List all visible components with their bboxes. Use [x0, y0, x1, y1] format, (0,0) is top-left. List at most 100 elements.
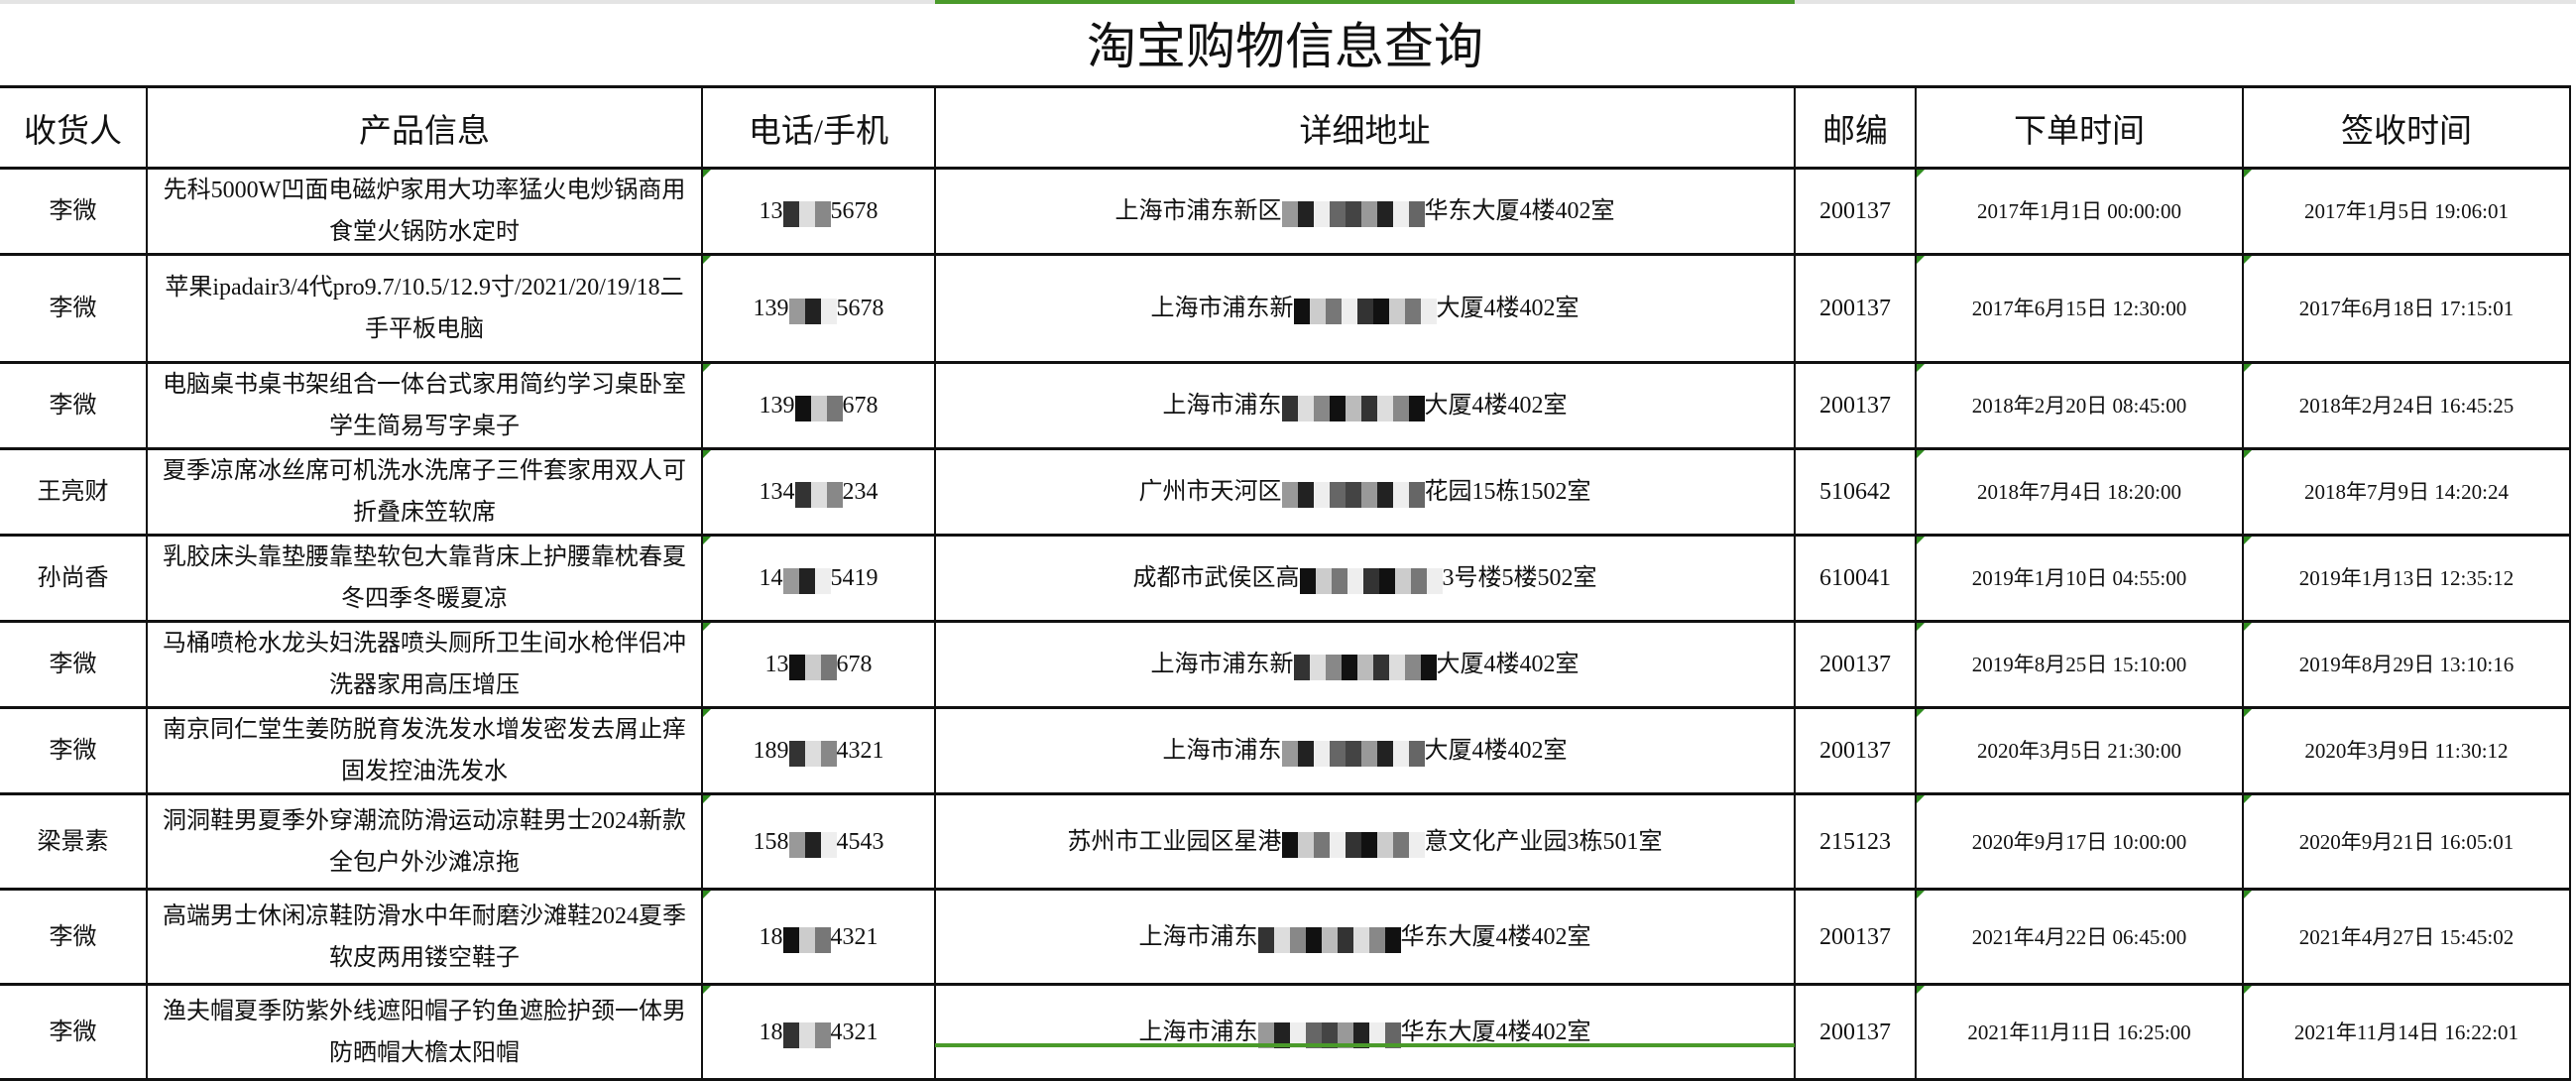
- recipient-cell[interactable]: 李微: [0, 983, 148, 1081]
- recipient-cell[interactable]: 李微: [0, 620, 148, 709]
- zip-cell[interactable]: 200137: [1794, 888, 1917, 986]
- address-prefix: 上海市浦东新区: [1114, 198, 1282, 224]
- product-cell[interactable]: 先科5000W凹面电磁炉家用大功率猛火电炒锅商用食堂火锅防水定时: [146, 167, 703, 256]
- order-time-cell[interactable]: 2020年9月17日 10:00:00: [1915, 792, 2244, 891]
- address-prefix: 上海市浦东新: [1150, 296, 1294, 321]
- product-cell[interactable]: 高端男士休闲凉鞋防滑水中年耐磨沙滩鞋2024夏季软皮两用镂空鞋子: [146, 888, 703, 986]
- sign-time-cell[interactable]: 2018年2月24日 16:45:25: [2242, 361, 2571, 450]
- address-cell[interactable]: 上海市浦东 大厦4楼402室: [934, 361, 1796, 450]
- order-time-cell[interactable]: 2018年2月20日 08:45:00: [1915, 361, 2244, 450]
- order-time-cell[interactable]: 2020年3月5日 21:30:00: [1915, 706, 2244, 795]
- redacted-mosaic: [1281, 480, 1425, 509]
- address-cell[interactable]: 上海市浦东 华东大厦4楼402室: [934, 888, 1796, 986]
- zip-cell[interactable]: 610041: [1794, 534, 1917, 623]
- address-cell[interactable]: 苏州市工业园区星港 意文化产业园3栋501室: [934, 792, 1796, 891]
- zip-cell[interactable]: 200137: [1794, 361, 1917, 450]
- phone-prefix: 18: [759, 923, 783, 950]
- phone-suffix: 678: [836, 652, 873, 677]
- zip-cell[interactable]: 200137: [1794, 253, 1917, 364]
- recipient-cell[interactable]: 李微: [0, 167, 148, 256]
- address-cell[interactable]: 上海市浦东新区 华东大厦4楼402室: [934, 167, 1796, 256]
- product-cell[interactable]: 电脑桌书桌书架组合一体台式家用简约学习桌卧室学生简易写字桌子: [146, 361, 703, 450]
- sign-time-cell[interactable]: 2019年8月29日 13:10:16: [2242, 620, 2571, 709]
- redacted-mosaic: [788, 830, 837, 858]
- zip-cell[interactable]: 200137: [1794, 983, 1917, 1081]
- address-cell[interactable]: 上海市浦东新 大厦4楼402室: [934, 620, 1796, 709]
- recipient-cell[interactable]: 王亮财: [0, 447, 148, 537]
- phone-cell[interactable]: 139 5678: [701, 253, 936, 364]
- zip-cell[interactable]: 200137: [1794, 167, 1917, 256]
- recipient-cell[interactable]: 李微: [0, 361, 148, 450]
- order-time-cell[interactable]: 2019年8月25日 15:10:00: [1915, 620, 2244, 709]
- address-suffix: 意文化产业园3栋501室: [1424, 828, 1663, 855]
- sign-time-cell[interactable]: 2020年3月9日 11:30:12: [2242, 706, 2571, 795]
- header-sign-time[interactable]: 签收时间: [2242, 85, 2571, 170]
- order-time-cell[interactable]: 2021年11月11日 16:25:00: [1915, 983, 2244, 1081]
- zip-cell[interactable]: 215123: [1794, 792, 1917, 891]
- product-cell[interactable]: 乳胶床头靠垫腰靠垫软包大靠背床上护腰靠枕春夏冬四季冬暖夏凉: [146, 534, 703, 623]
- product-cell[interactable]: 南京同仁堂生姜防脱育发洗发水增发密发去屑止痒固发控油洗发水: [146, 706, 703, 795]
- order-time-cell[interactable]: 2021年4月22日 06:45:00: [1915, 888, 2244, 986]
- address-cell[interactable]: 成都市武侯区高 3号楼5楼502室: [934, 534, 1796, 623]
- redacted-mosaic: [788, 297, 837, 325]
- order-time-cell[interactable]: 2017年1月1日 00:00:00: [1915, 167, 2244, 256]
- order-time-cell[interactable]: 2019年1月10日 04:55:00: [1915, 534, 2244, 623]
- sign-time-cell[interactable]: 2017年1月5日 19:06:01: [2242, 167, 2571, 256]
- phone-cell[interactable]: 13 5678: [701, 167, 936, 256]
- redacted-mosaic: [1293, 297, 1437, 325]
- address-cell[interactable]: 上海市浦东 华东大厦4楼402室: [934, 983, 1796, 1081]
- header-product[interactable]: 产品信息: [146, 85, 703, 170]
- phone-prefix: 14: [759, 565, 783, 591]
- phone-prefix: 139: [753, 296, 789, 321]
- product-cell[interactable]: 马桶喷枪水龙头妇洗器喷头厕所卫生间水枪伴侣冲洗器家用高压增压: [146, 620, 703, 709]
- recipient-cell[interactable]: 李微: [0, 253, 148, 364]
- sign-time-cell[interactable]: 2019年1月13日 12:35:12: [2242, 534, 2571, 623]
- sign-time-cell[interactable]: 2021年4月27日 15:45:02: [2242, 888, 2571, 986]
- recipient-cell[interactable]: 李微: [0, 888, 148, 986]
- table-row: 王亮财 夏季凉席冰丝席可机洗水洗席子三件套家用双人可折叠床笠软席 134 234 广州市…: [0, 447, 2571, 537]
- phone-cell[interactable]: 14 5419: [701, 534, 936, 623]
- redacted-mosaic: [782, 925, 831, 953]
- product-cell[interactable]: 渔夫帽夏季防紫外线遮阳帽子钓鱼遮脸护颈一体男防晒帽大檐太阳帽: [146, 983, 703, 1081]
- selected-column-indicator: [935, 0, 1795, 4]
- header-address[interactable]: 详细地址: [934, 85, 1796, 170]
- address-suffix: 华东大厦4楼402室: [1400, 1019, 1591, 1045]
- address-suffix: 3号楼5楼502室: [1442, 565, 1597, 591]
- redacted-mosaic: [1281, 739, 1425, 768]
- sheet-title: 淘宝购物信息查询: [1087, 19, 1483, 74]
- recipient-cell[interactable]: 李微: [0, 706, 148, 795]
- zip-cell[interactable]: 510642: [1794, 447, 1917, 537]
- phone-suffix: 4321: [830, 1019, 878, 1045]
- order-time-cell[interactable]: 2017年6月15日 12:30:00: [1915, 253, 2244, 364]
- table-row: 李微 南京同仁堂生姜防脱育发洗发水增发密发去屑止痒固发控油洗发水 189 4321 上海…: [0, 706, 2571, 795]
- phone-cell[interactable]: 134 234: [701, 447, 936, 537]
- phone-suffix: 678: [842, 393, 878, 419]
- header-order-time[interactable]: 下单时间: [1915, 85, 2244, 170]
- sign-time-cell[interactable]: 2018年7月9日 14:20:24: [2242, 447, 2571, 537]
- phone-cell[interactable]: 158 4543: [701, 792, 936, 891]
- product-cell[interactable]: 苹果ipadair3/4代pro9.7/10.5/12.9寸/2021/20/1…: [146, 253, 703, 364]
- recipient-cell[interactable]: 孙尚香: [0, 534, 148, 623]
- header-zip[interactable]: 邮编: [1794, 85, 1917, 170]
- zip-cell[interactable]: 200137: [1794, 706, 1917, 795]
- phone-suffix: 5419: [830, 565, 878, 591]
- address-cell[interactable]: 上海市浦东 大厦4楼402室: [934, 706, 1796, 795]
- sign-time-cell[interactable]: 2020年9月21日 16:05:01: [2242, 792, 2571, 891]
- phone-cell[interactable]: 18 4321: [701, 888, 936, 986]
- phone-cell[interactable]: 189 4321: [701, 706, 936, 795]
- phone-cell[interactable]: 18 4321: [701, 983, 936, 1081]
- order-time-cell[interactable]: 2018年7月4日 18:20:00: [1915, 447, 2244, 537]
- header-recipient[interactable]: 收货人: [0, 85, 148, 170]
- phone-cell[interactable]: 13 678: [701, 620, 936, 709]
- zip-cell[interactable]: 200137: [1794, 620, 1917, 709]
- recipient-cell[interactable]: 梁景素: [0, 792, 148, 891]
- sign-time-cell[interactable]: 2021年11月14日 16:22:01: [2242, 983, 2571, 1081]
- header-phone[interactable]: 电话/手机: [701, 85, 936, 170]
- redacted-mosaic: [782, 566, 831, 595]
- product-cell[interactable]: 夏季凉席冰丝席可机洗水洗席子三件套家用双人可折叠床笠软席: [146, 447, 703, 537]
- address-cell[interactable]: 广州市天河区 花园15栋1502室: [934, 447, 1796, 537]
- product-cell[interactable]: 洞洞鞋男夏季外穿潮流防滑运动凉鞋男士2024新款全包户外沙滩凉拖: [146, 792, 703, 891]
- address-cell[interactable]: 上海市浦东新 大厦4楼402室: [934, 253, 1796, 364]
- phone-cell[interactable]: 139 678: [701, 361, 936, 450]
- sign-time-cell[interactable]: 2017年6月18日 17:15:01: [2242, 253, 2571, 364]
